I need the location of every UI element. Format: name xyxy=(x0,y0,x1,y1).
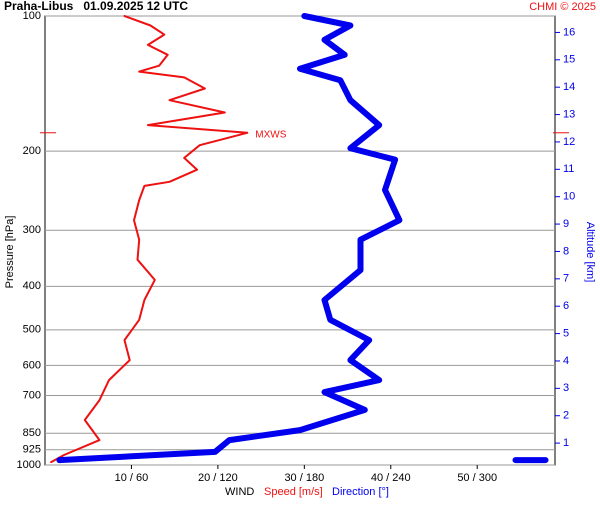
x-axis-label: WIND xyxy=(225,486,254,498)
y-tick-label: 300 xyxy=(23,224,41,236)
y2-tick-label: 5 xyxy=(563,327,569,339)
y2-tick-label: 3 xyxy=(563,382,569,394)
y-tick-label: 500 xyxy=(23,324,41,336)
series-line xyxy=(56,13,403,464)
legend-entry: Direction [°] xyxy=(332,486,389,498)
x-tick-label: 50 / 300 xyxy=(457,472,497,484)
y2-tick-label: 9 xyxy=(563,218,569,230)
y2-tick-label: 6 xyxy=(563,300,569,312)
y-axis-label: Pressure [hPa] xyxy=(4,216,16,289)
y2-tick-label: 8 xyxy=(563,245,569,257)
y2-tick-label: 7 xyxy=(563,273,569,285)
x-tick-label: 20 / 120 xyxy=(198,472,238,484)
plot-frame xyxy=(44,15,556,466)
y-tick-label: 600 xyxy=(23,359,41,371)
y2-axis-label: Altitude [km] xyxy=(584,222,596,283)
legend-entry: Speed [m/s] xyxy=(264,486,323,498)
annotation: MXWS xyxy=(255,129,286,140)
y-tick-label: 100 xyxy=(23,10,41,22)
y2-tick-label: 14 xyxy=(563,81,575,93)
y2-tick-label: 13 xyxy=(563,108,575,120)
y2-tick-label: 4 xyxy=(563,355,569,367)
chart-title: Praha-Libus 01.09.2025 12 UTC xyxy=(4,0,188,13)
y2-tick-label: 2 xyxy=(563,410,569,422)
y-tick-label: 850 xyxy=(23,427,41,439)
y-tick-label: 700 xyxy=(23,389,41,401)
x-legend: WIND Speed [m/s] Direction [°] xyxy=(225,486,389,498)
y2-tick-label: 11 xyxy=(563,163,574,175)
y2-tick-label: 16 xyxy=(563,26,575,38)
x-tick-label: 30 / 180 xyxy=(284,472,324,484)
y-tick-label: 400 xyxy=(23,280,41,292)
y2-tick-label: 15 xyxy=(563,54,575,66)
credit: CHMI © 2025 xyxy=(529,1,596,13)
y2-tick-label: 12 xyxy=(563,136,575,148)
y2-tick-label: 1 xyxy=(563,437,569,449)
y2-tick-label: 10 xyxy=(563,191,575,203)
series-line xyxy=(50,15,249,464)
x-tick-label: 10 / 60 xyxy=(115,472,149,484)
y-tick-label: 200 xyxy=(23,145,41,157)
y-tick-label: 1000 xyxy=(17,459,41,471)
y-tick-label: 925 xyxy=(23,444,41,456)
x-tick-label: 40 / 240 xyxy=(371,472,411,484)
